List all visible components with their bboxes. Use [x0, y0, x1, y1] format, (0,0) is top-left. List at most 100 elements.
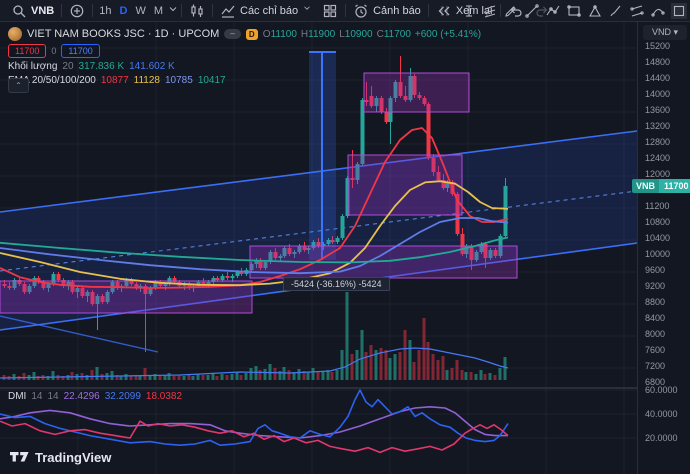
divider — [61, 4, 63, 17]
price-tick: 8000 — [645, 329, 666, 339]
polyline-icon[interactable] — [545, 3, 561, 19]
line-icon[interactable] — [524, 3, 540, 19]
ask-button[interactable]: 11700 — [61, 44, 100, 58]
trendline-secondary — [0, 315, 159, 353]
legend-title: VIET NAM BOOKS JSC · 1D · UPCOM — [27, 28, 220, 40]
interval-badge: D — [245, 28, 258, 40]
symbol-name: VNB — [31, 4, 55, 17]
square-icon[interactable] — [671, 3, 687, 19]
volume-period: 20 — [62, 61, 74, 72]
price-tick: 13200 — [645, 121, 671, 131]
bid-button[interactable]: 11700 — [8, 44, 47, 58]
adx-line — [0, 405, 508, 439]
dmi-indicator-row[interactable]: DMI 14 14 22.4296 32.2099 18.0382 — [8, 391, 183, 402]
volume-ma-value: 141.602 K — [129, 61, 175, 72]
tradingview-logo[interactable]: TradingView — [10, 450, 111, 465]
divider — [427, 4, 429, 17]
chevron-down-icon[interactable] — [167, 3, 179, 19]
price-tick: 13600 — [645, 105, 671, 115]
timeframe-M-button[interactable]: M — [153, 4, 163, 17]
compare-add-button[interactable] — [64, 0, 90, 22]
plus-circle-icon — [69, 3, 85, 19]
price-tick: 12800 — [645, 137, 671, 147]
timeframe-D-button[interactable]: D — [119, 4, 128, 17]
symbol-search-button[interactable]: VNB — [6, 0, 59, 22]
candles — [2, 56, 508, 352]
collapse-indicators-button[interactable]: ⌃ — [8, 78, 29, 93]
replay-label: Xem lại — [455, 4, 493, 17]
price-zone-box — [363, 72, 470, 113]
bid-ask-row: 11700 0 11700 — [8, 44, 481, 58]
channel-icon[interactable] — [629, 3, 645, 19]
alert-button[interactable]: Cảnh báo — [348, 0, 426, 22]
chart-legend: VIET NAM BOOKS JSC · 1D · UPCOM – D O111… — [8, 27, 481, 89]
rectangle-icon[interactable] — [566, 3, 582, 19]
price-tick: 10400 — [645, 233, 671, 243]
top-toolbar: VNB 1h D W M Các chỉ báo Cảnh báo Xem — [0, 0, 690, 22]
brush-icon[interactable] — [608, 3, 624, 19]
price-tick: 14400 — [645, 73, 671, 83]
range-measure-tooltip: -5424 (-36.16%) -5424 — [283, 277, 390, 291]
ema100-line — [0, 217, 509, 275]
indicators-button[interactable]: Các chỉ báo — [215, 0, 317, 22]
price-tick: 9600 — [645, 265, 666, 275]
volume-indicator-row[interactable]: Khối lượng 20 317.836 K 141.602 K — [8, 61, 481, 72]
dmi-tick: 40.0000 — [645, 409, 678, 419]
timeframe-1h-button[interactable]: 1h — [99, 4, 112, 17]
drawing-toolbar — [441, 3, 687, 19]
curve-icon[interactable] — [650, 3, 666, 19]
drag-handle-icon[interactable] — [441, 6, 449, 16]
minus_di-line — [0, 420, 509, 454]
legend-main-row[interactable]: VIET NAM BOOKS JSC · 1D · UPCOM – D O111… — [8, 27, 481, 41]
divider — [345, 4, 347, 17]
divider — [212, 4, 213, 17]
search-icon — [11, 3, 27, 19]
ema50-value: 11128 — [133, 75, 160, 86]
alarm-clock-icon — [353, 3, 369, 19]
chevron-down-icon — [302, 3, 312, 19]
price-tick: 10000 — [645, 249, 671, 259]
price-tick: 14000 — [645, 89, 671, 99]
close-value: 11700 — [383, 28, 411, 40]
volume-value: 317.836 K — [78, 61, 125, 72]
ema200-value: 10417 — [197, 75, 226, 86]
chart-canvas[interactable] — [0, 0, 637, 474]
last-price-symbol: VNB — [632, 179, 660, 193]
redo-button[interactable] — [529, 0, 555, 22]
dmi-label: DMI — [8, 391, 27, 402]
ema-label: EMA 20/50/100/200 — [8, 75, 96, 86]
triangle-icon[interactable] — [587, 3, 603, 19]
timeframe-W-button[interactable]: W — [135, 4, 146, 17]
change-value: +600 (+5.41%) — [414, 28, 482, 40]
divider — [92, 4, 94, 17]
price-tick: 11200 — [645, 201, 670, 211]
chart-type-button[interactable] — [184, 0, 210, 22]
currency-dropdown[interactable]: VND ▾ — [643, 25, 687, 40]
adx-value: 22.4296 — [63, 391, 100, 402]
divider — [181, 4, 182, 17]
ibeam-tool-icon[interactable] — [461, 3, 477, 19]
tradingview-mark-icon — [10, 451, 29, 461]
price-tick: 7600 — [645, 345, 666, 355]
minus-di-value: 18.0382 — [145, 391, 183, 402]
price-tick: 12000 — [645, 169, 671, 179]
layout-grid-button[interactable] — [317, 0, 343, 22]
timeframe-group: 1h D W M — [95, 0, 167, 22]
tradingview-wordmark: TradingView — [35, 450, 112, 465]
last-price-value: 11700 — [659, 179, 690, 193]
low-value: 10900 — [344, 28, 373, 40]
last-price-label: VNB 11700 — [632, 179, 690, 193]
dmi-tick: 20.0000 — [645, 433, 678, 443]
price-tick: 8800 — [645, 297, 666, 307]
price-axis[interactable]: VND ▾ 15200 14800 14400 14000 13600 13200 1280… — [637, 22, 690, 474]
ema100-value: 10785 — [165, 75, 193, 86]
candlestick-icon — [189, 3, 205, 19]
ema50-line — [0, 180, 509, 287]
ema-indicator-row[interactable]: EMA 20/50/100/200 10877 11128 10785 1041… — [8, 75, 481, 86]
trend-lines-icon[interactable] — [482, 3, 498, 19]
price-tick: 15200 — [645, 41, 671, 51]
price-tick: 14800 — [645, 57, 671, 67]
legend-minus-badge[interactable]: – — [224, 29, 241, 39]
price-tick: 12400 — [645, 153, 671, 163]
marker-icon[interactable] — [503, 3, 519, 19]
